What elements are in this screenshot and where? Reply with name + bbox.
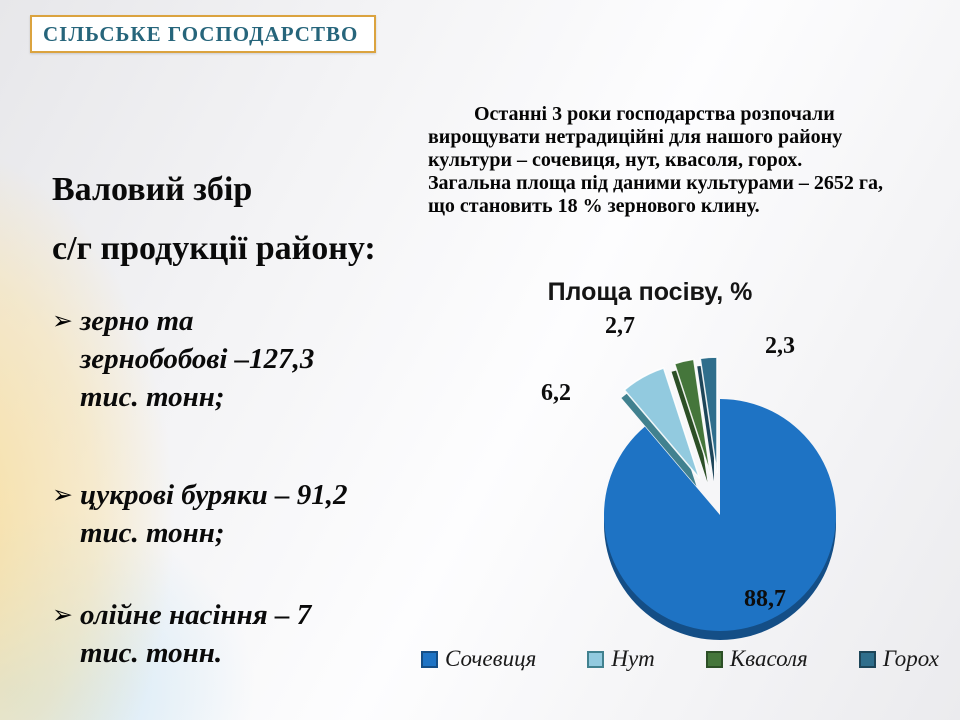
left-heading-line1: Валовий збір: [52, 171, 253, 208]
bullet-line: зернобобові –127,3: [79, 343, 315, 375]
legend-item-Квасоля: Квасоля: [705, 646, 808, 672]
bullet-text: олійне насіння – 7 тис. тонн.: [80, 596, 311, 672]
paragraph-line: що становить 18 % зернового клину.: [428, 195, 760, 217]
legend-item-Горох: Горох: [858, 646, 939, 672]
slide-header-box: СІЛЬСЬКЕ ГОСПОДАРСТВО: [30, 15, 376, 53]
legend-swatch-icon: [858, 650, 876, 668]
legend-swatch-icon: [705, 650, 723, 668]
paragraph-line: вирощувати нетрадиційні для нашого район…: [428, 126, 843, 148]
bullet-text: зерно та зернобобові –127,3 тис. тонн;: [80, 302, 314, 416]
bullet-line: тис. тонн;: [79, 517, 225, 549]
bullet-arrow-icon: ➢: [52, 306, 73, 335]
chart-legend: Сочевиця Нут Квасоля Горох: [421, 646, 939, 672]
bullet-line: цукрові буряки – 91,2: [79, 479, 348, 511]
legend-label: Сочевиця: [445, 646, 537, 671]
legend-item-Нут: Нут: [587, 646, 655, 672]
pie-slice-side-Квасоля: [671, 367, 708, 483]
pie-chart: 88,7 6,2 2,7 2,3: [541, 313, 836, 640]
pie-value-label-Горох: 2,3: [765, 333, 795, 359]
paragraph-line: культури – сочевиця, нут, квасоля, горох…: [428, 149, 803, 171]
bullet-item-grain: ➢ зерно та зернобобові –127,3 тис. тонн;: [52, 302, 442, 416]
legend-swatch-icon: [587, 650, 605, 668]
pie-value-label-Нут: 6,2: [541, 380, 571, 406]
right-paragraph: Останні 3 роки господарства розпочали ви…: [428, 103, 944, 218]
legend-label: Горох: [882, 646, 939, 671]
bullet-arrow-icon: ➢: [52, 600, 73, 629]
left-heading: Валовий збір с/г продукції району:: [52, 160, 472, 278]
bullet-text: цукрові буряки – 91,2 тис. тонн;: [80, 476, 348, 552]
bullet-arrow-icon: ➢: [52, 480, 73, 509]
bullet-line: зерно та: [79, 305, 194, 337]
bullet-line: тис. тонн.: [79, 637, 223, 669]
paragraph-line: Останні 3 роки господарства розпочали: [474, 103, 835, 125]
legend-item-Сочевиця: Сочевиця: [421, 646, 536, 672]
bullet-item-oilseed: ➢ олійне насіння – 7 тис. тонн.: [52, 596, 442, 672]
slide-header-title: СІЛЬСЬКЕ ГОСПОДАРСТВО: [43, 21, 359, 46]
bullet-item-sugar-beet: ➢ цукрові буряки – 91,2 тис. тонн;: [52, 476, 442, 552]
pie-value-label-Сочевиця: 88,7: [744, 586, 786, 612]
pie-slice-Горох: [699, 356, 718, 474]
legend-swatch-icon: [421, 650, 438, 668]
legend-label: Квасоля: [729, 646, 808, 671]
legend-label: Нут: [611, 646, 655, 671]
pie-slice-Сочевиця: [604, 399, 836, 631]
chart-title: Площа посіву, %: [547, 278, 753, 306]
pie-value-label-Квасоля: 2,7: [605, 313, 635, 339]
paragraph-line: Загальна площа під даними культурами – 2…: [428, 172, 883, 194]
pie-slice-Квасоля: [673, 358, 712, 475]
bullet-line: тис. тонн;: [79, 381, 225, 413]
pie-slice-Нут: [623, 367, 701, 479]
bullet-line: олійне насіння – 7: [79, 599, 312, 631]
left-heading-line2: с/г продукції району:: [52, 230, 376, 267]
